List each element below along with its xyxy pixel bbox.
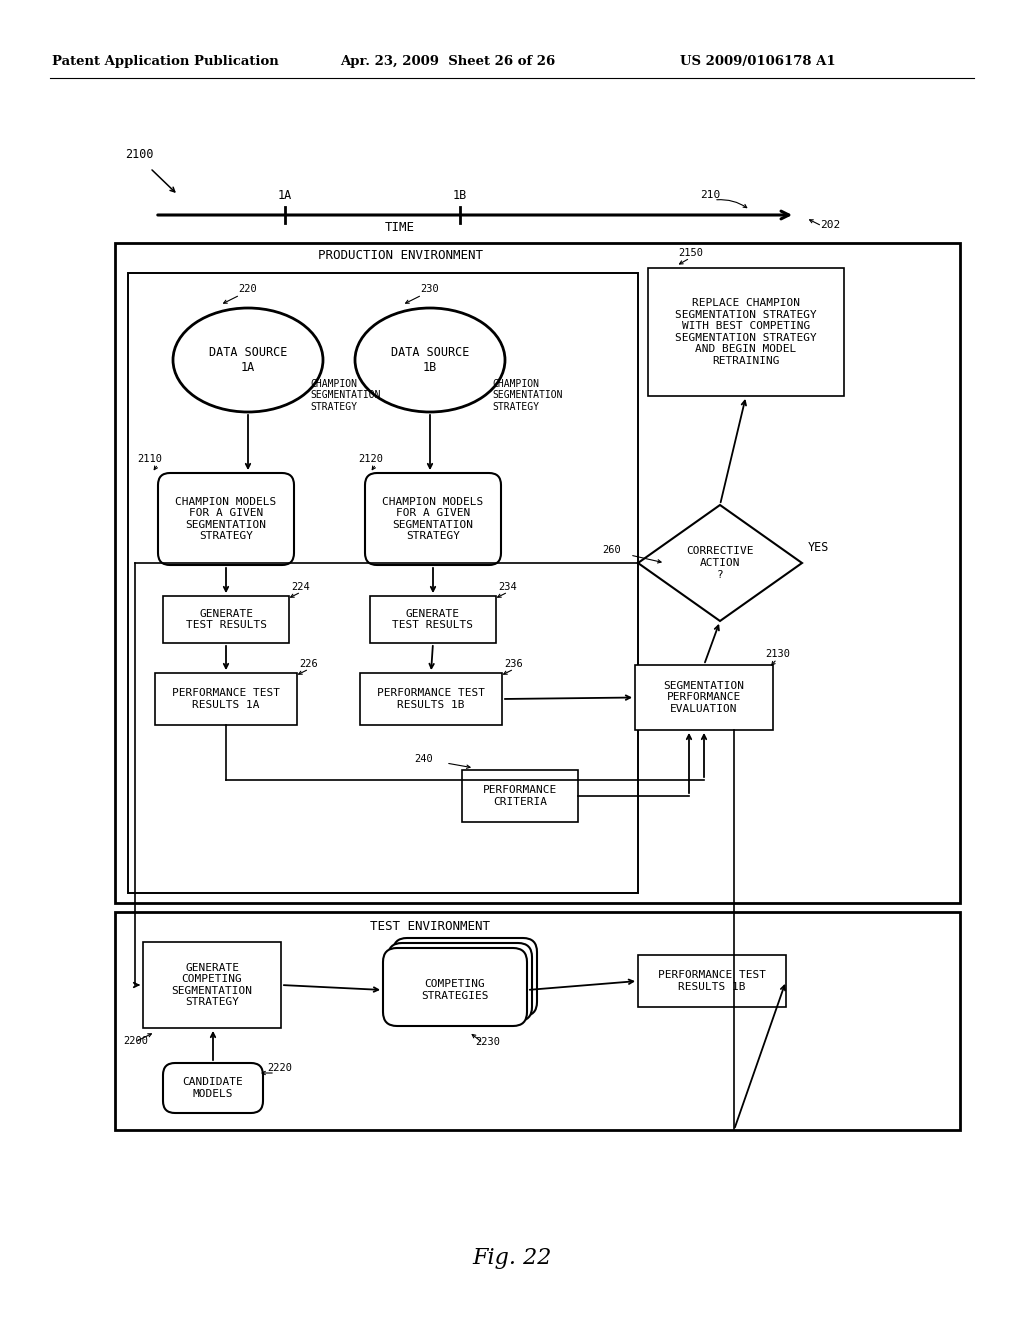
Text: PRODUCTION ENVIRONMENT: PRODUCTION ENVIRONMENT — [317, 249, 482, 261]
Text: DATA SOURCE
1B: DATA SOURCE 1B — [391, 346, 469, 374]
Text: 2120: 2120 — [358, 454, 383, 465]
Text: 220: 220 — [238, 284, 257, 294]
Text: PERFORMANCE TEST
RESULTS 1B: PERFORMANCE TEST RESULTS 1B — [377, 688, 485, 710]
Text: CORRECTIVE
ACTION
?: CORRECTIVE ACTION ? — [686, 546, 754, 579]
Text: 240: 240 — [414, 754, 433, 764]
Bar — [360, 673, 502, 725]
Text: 224: 224 — [291, 582, 309, 591]
Ellipse shape — [355, 308, 505, 412]
Text: 2100: 2100 — [125, 148, 154, 161]
Text: COMPETING
STRATEGIES: COMPETING STRATEGIES — [421, 979, 488, 1001]
FancyBboxPatch shape — [383, 948, 527, 1026]
Text: PERFORMANCE
CRITERIA: PERFORMANCE CRITERIA — [483, 785, 557, 807]
Bar — [638, 954, 786, 1007]
Text: CHAMPION
SEGMENTATION
STRATEGY: CHAMPION SEGMENTATION STRATEGY — [310, 379, 381, 412]
Text: 230: 230 — [420, 284, 438, 294]
Text: CANDIDATE
MODELS: CANDIDATE MODELS — [182, 1077, 244, 1098]
Text: Apr. 23, 2009  Sheet 26 of 26: Apr. 23, 2009 Sheet 26 of 26 — [340, 55, 555, 69]
Bar — [462, 770, 578, 822]
Text: 1B: 1B — [453, 189, 467, 202]
Text: PERFORMANCE TEST
RESULTS 1A: PERFORMANCE TEST RESULTS 1A — [172, 688, 280, 710]
FancyBboxPatch shape — [365, 473, 501, 565]
Text: Patent Application Publication: Patent Application Publication — [52, 55, 279, 69]
Text: TEST ENVIRONMENT: TEST ENVIRONMENT — [370, 920, 490, 933]
Bar — [648, 268, 844, 396]
Text: 236: 236 — [504, 659, 522, 669]
Text: 210: 210 — [700, 190, 720, 201]
Text: GENERATE
TEST RESULTS: GENERATE TEST RESULTS — [185, 609, 266, 630]
Bar — [115, 912, 961, 1130]
Text: 2110: 2110 — [137, 454, 162, 465]
Text: GENERATE
TEST RESULTS: GENERATE TEST RESULTS — [392, 609, 473, 630]
Bar — [115, 243, 961, 903]
Text: 2220: 2220 — [267, 1063, 292, 1073]
Text: TIME: TIME — [385, 220, 415, 234]
Text: 2230: 2230 — [475, 1038, 500, 1047]
Text: SEGMENTATION
PERFORMANCE
EVALUATION: SEGMENTATION PERFORMANCE EVALUATION — [664, 681, 744, 714]
FancyBboxPatch shape — [163, 1063, 263, 1113]
Bar — [163, 597, 289, 643]
Ellipse shape — [173, 308, 323, 412]
Text: GENERATE
COMPETING
SEGMENTATION
STRATEGY: GENERATE COMPETING SEGMENTATION STRATEGY — [171, 962, 253, 1007]
Bar — [143, 942, 281, 1028]
Text: 1A: 1A — [278, 189, 292, 202]
FancyBboxPatch shape — [388, 942, 532, 1020]
Text: REPLACE CHAMPION
SEGMENTATION STRATEGY
WITH BEST COMPETING
SEGMENTATION STRATEGY: REPLACE CHAMPION SEGMENTATION STRATEGY W… — [675, 298, 817, 366]
Text: YES: YES — [808, 541, 829, 554]
Text: Fig. 22: Fig. 22 — [472, 1247, 552, 1269]
Polygon shape — [638, 506, 802, 620]
FancyBboxPatch shape — [158, 473, 294, 565]
Text: 2150: 2150 — [678, 248, 703, 257]
Bar — [155, 673, 297, 725]
Text: DATA SOURCE
1A: DATA SOURCE 1A — [209, 346, 287, 374]
Bar — [128, 273, 638, 894]
Text: CHAMPION MODELS
FOR A GIVEN
SEGMENTATION
STRATEGY: CHAMPION MODELS FOR A GIVEN SEGMENTATION… — [382, 496, 483, 541]
Text: 226: 226 — [299, 659, 317, 669]
Text: 2200: 2200 — [123, 1036, 148, 1045]
Text: CHAMPION
SEGMENTATION
STRATEGY: CHAMPION SEGMENTATION STRATEGY — [492, 379, 562, 412]
Text: US 2009/0106178 A1: US 2009/0106178 A1 — [680, 55, 836, 69]
Text: PERFORMANCE TEST
RESULTS 1B: PERFORMANCE TEST RESULTS 1B — [658, 970, 766, 991]
Text: 202: 202 — [820, 220, 841, 230]
Text: CHAMPION MODELS
FOR A GIVEN
SEGMENTATION
STRATEGY: CHAMPION MODELS FOR A GIVEN SEGMENTATION… — [175, 496, 276, 541]
FancyBboxPatch shape — [393, 939, 537, 1016]
Text: 260: 260 — [602, 545, 621, 554]
Bar — [370, 597, 496, 643]
Text: 2130: 2130 — [765, 649, 790, 659]
Bar — [635, 665, 773, 730]
Text: 234: 234 — [498, 582, 517, 591]
